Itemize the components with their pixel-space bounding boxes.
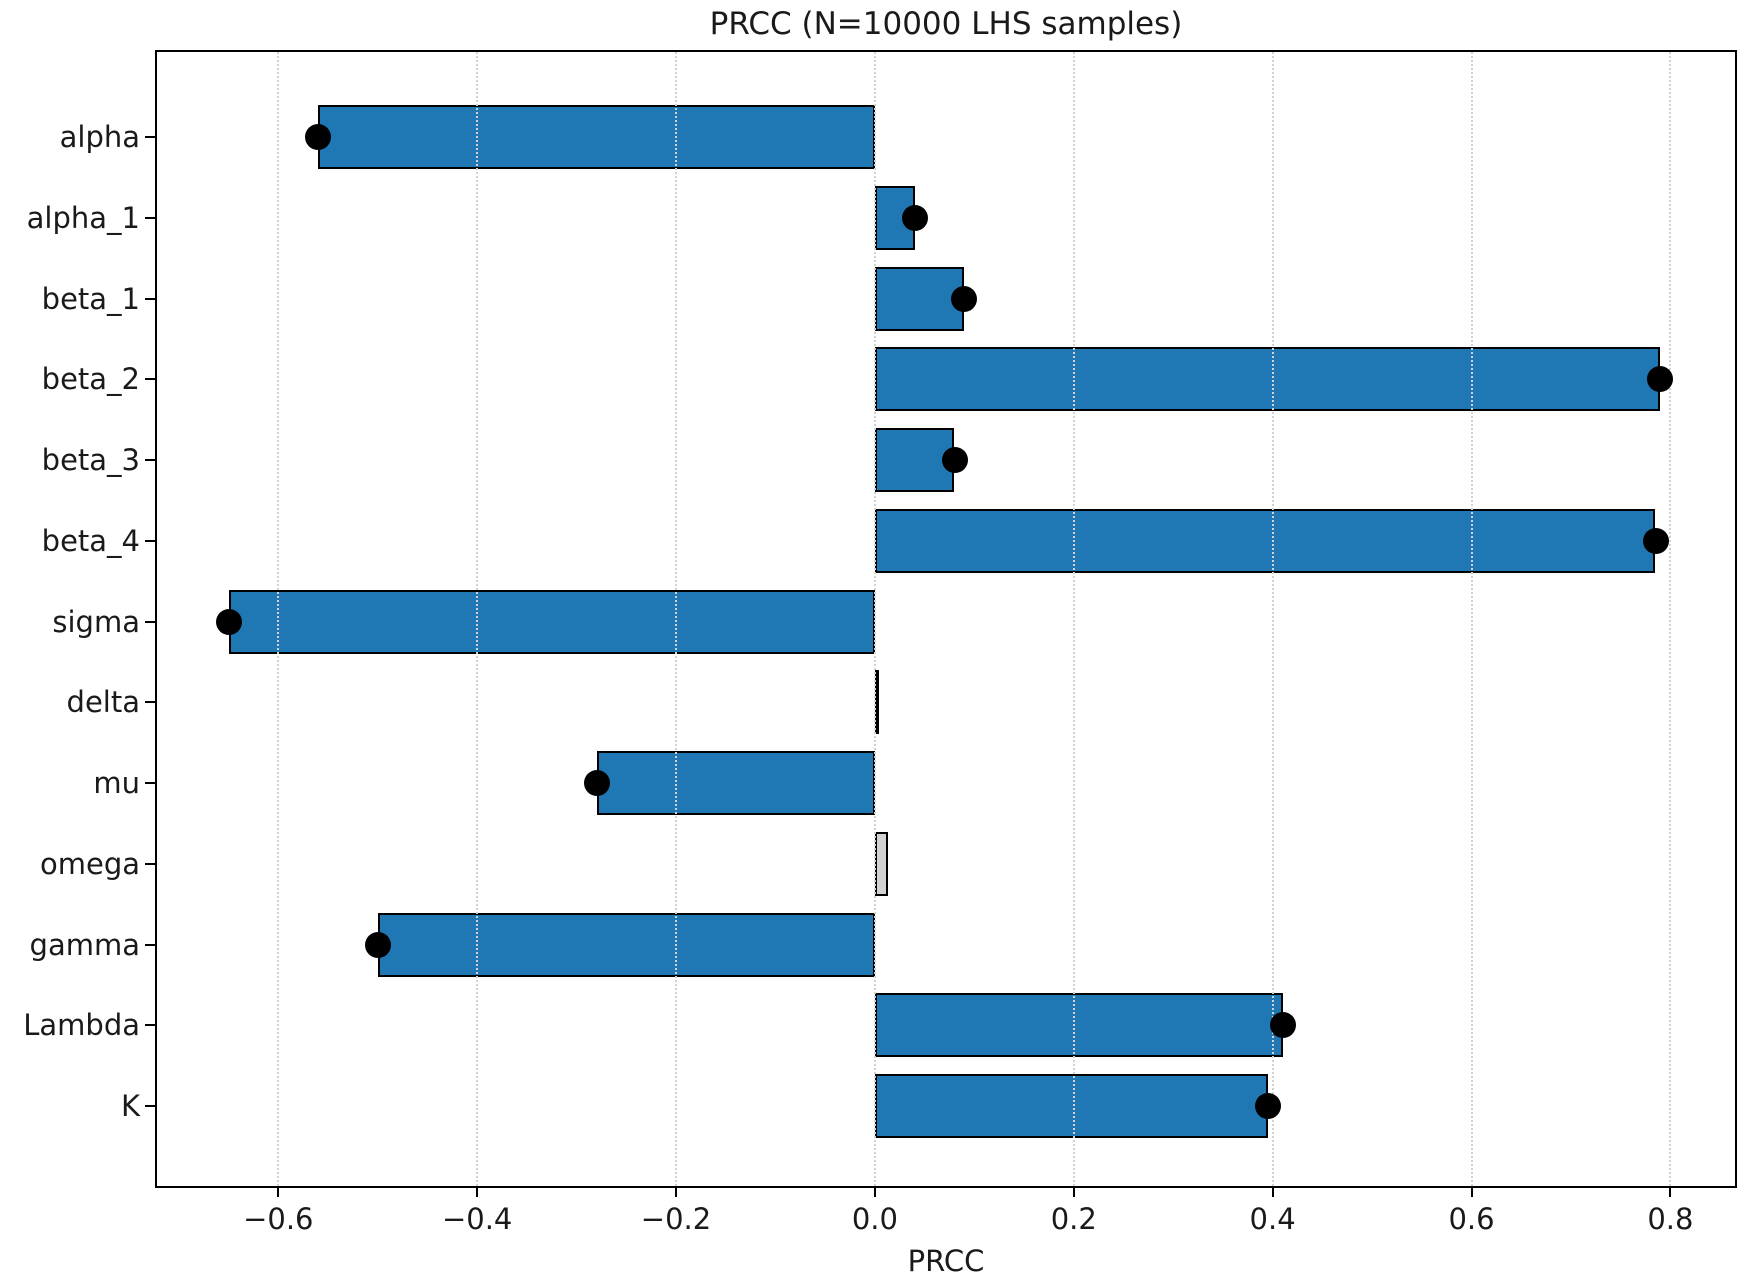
x-tick-label: −0.6 [243, 1202, 314, 1236]
y-tick-label-alpha: alpha [59, 120, 140, 154]
y-tick-label-gamma: gamma [29, 927, 140, 962]
y-tick-label-beta_1: beta_1 [41, 281, 140, 316]
y-tick-mark [145, 943, 155, 946]
gridline [1072, 52, 1075, 1186]
x-tick-mark [1470, 1186, 1473, 1197]
bar-omega [874, 831, 888, 896]
x-tick-label: −0.4 [441, 1202, 513, 1236]
bar-gamma [377, 912, 875, 977]
gridline [277, 52, 280, 1186]
x-axis-label: PRCC [907, 1244, 985, 1278]
marker-dot-beta_4 [1642, 527, 1669, 554]
y-tick-label-sigma: sigma [52, 604, 140, 639]
marker-dot-beta_3 [941, 447, 968, 473]
y-tick-mark [145, 539, 155, 542]
x-tick-label: 0.8 [1647, 1202, 1694, 1236]
marker-dot-K [1254, 1093, 1281, 1119]
bar-sigma [228, 589, 875, 654]
y-tick-mark [145, 1105, 155, 1107]
marker-dot-mu [583, 770, 610, 796]
y-tick-label-beta_3: beta_3 [41, 443, 140, 477]
gridline [476, 52, 479, 1186]
bar-K [874, 1074, 1268, 1138]
x-tick-label: −0.2 [640, 1202, 712, 1236]
y-tick-mark [145, 862, 155, 865]
x-tick-label: 0.0 [851, 1202, 898, 1236]
plot-area [155, 50, 1737, 1188]
x-tick-mark [1271, 1186, 1274, 1197]
bar-beta_4 [874, 508, 1656, 573]
bar-Lambda [874, 993, 1283, 1058]
y-tick-mark [145, 459, 155, 461]
y-tick-label-delta: delta [66, 685, 140, 720]
y-tick-mark [145, 782, 155, 784]
gridline [675, 52, 677, 1186]
marker-dot-sigma [215, 608, 242, 635]
x-tick-mark [476, 1186, 479, 1197]
bar-alpha [318, 105, 875, 169]
gridline [1271, 52, 1274, 1186]
marker-dot-alpha_1 [901, 204, 928, 231]
y-tick-mark [145, 216, 155, 219]
y-tick-label-K: K [120, 1089, 140, 1123]
x-tick-mark [873, 1186, 876, 1197]
y-tick-mark [145, 1024, 155, 1027]
x-tick-mark [675, 1186, 677, 1197]
x-tick-label: 0.4 [1249, 1202, 1296, 1236]
marker-dot-alpha [305, 124, 332, 150]
x-tick-label: 0.6 [1448, 1202, 1495, 1236]
y-tick-label-beta_2: beta_2 [41, 362, 140, 397]
y-tick-mark [145, 136, 155, 138]
y-tick-label-beta_4: beta_4 [41, 523, 140, 558]
x-tick-mark [277, 1186, 280, 1197]
y-tick-label-omega: omega [39, 846, 140, 881]
bar-beta_3 [874, 428, 955, 492]
gridline [1669, 52, 1672, 1186]
bar-delta [874, 670, 879, 735]
x-tick-mark [1072, 1186, 1075, 1197]
y-tick-label-Lambda: Lambda [23, 1008, 140, 1043]
y-tick-mark [145, 620, 155, 623]
y-tick-mark [145, 701, 155, 704]
y-tick-mark [145, 378, 155, 381]
bar-beta_2 [874, 347, 1661, 412]
y-tick-label-mu: mu [93, 766, 140, 800]
gridline [1470, 52, 1473, 1186]
chart-title: PRCC (N=10000 LHS samples) [709, 6, 1183, 42]
gridline [873, 52, 876, 1186]
marker-dot-beta_2 [1647, 366, 1674, 393]
x-tick-mark [1669, 1186, 1672, 1197]
bar-mu [596, 751, 875, 815]
y-tick-label-alpha_1: alpha_1 [26, 200, 140, 235]
marker-dot-Lambda [1269, 1012, 1296, 1039]
marker-dot-gamma [364, 931, 391, 958]
y-tick-mark [145, 297, 155, 300]
marker-dot-beta_1 [951, 285, 978, 312]
x-tick-label: 0.2 [1050, 1202, 1097, 1236]
